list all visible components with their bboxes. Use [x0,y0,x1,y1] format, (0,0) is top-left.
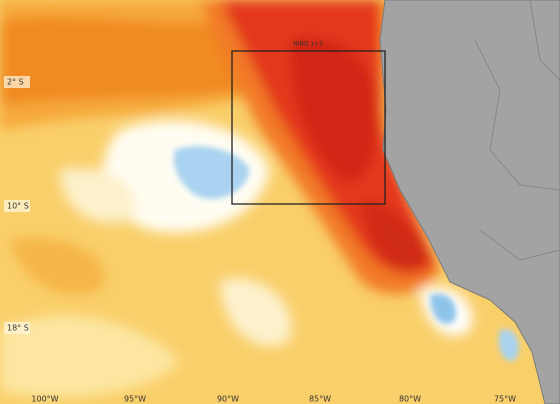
lon-label: 90°W [217,395,239,404]
anomaly-patches [0,0,472,398]
lat-label: 18° S [7,324,29,333]
borders [474,0,560,261]
graticule-labels: 2° S 10° S 18° S 100°W 95°W 90°W 85°W 80°W 75°W [4,76,516,404]
lat-label: 2° S [7,78,24,87]
region-label: NIÑO 1+2 [293,41,323,48]
lon-label: 100°W [31,395,58,404]
cold-patches [173,146,520,361]
nino-region-box [231,50,386,205]
lon-label: 80°W [399,395,421,404]
lon-label: 75°W [494,395,516,404]
label-box [4,200,30,212]
lat-label: 10° S [7,202,29,211]
label-box [4,76,30,88]
lon-label: 85°W [309,395,331,404]
label-box [4,322,30,334]
lon-label: 95°W [124,395,146,404]
